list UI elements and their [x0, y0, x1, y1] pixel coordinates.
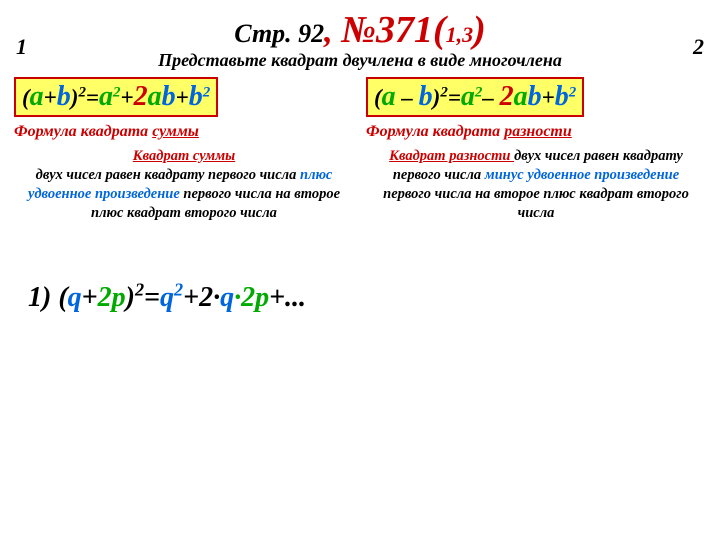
caption-sum-t1: Формула квадрата — [14, 123, 152, 140]
p-plus2: +2· — [183, 282, 220, 313]
var-a: a — [30, 81, 44, 112]
problem-1: 1) (q+2p)2=q2+2·q·2p+... — [0, 222, 720, 314]
desc-sum: Квадрат суммы двух чисел равен квадрату … — [14, 147, 354, 222]
caption-diff-t2: разности — [504, 123, 572, 140]
desc-diff: Квадрат разности двух чисел равен квадра… — [366, 147, 706, 222]
coef-2: 2 — [134, 81, 148, 112]
page-header: Стр. 92, №371(1,3) — [0, 0, 720, 52]
exp-a2: 2 — [113, 84, 120, 100]
formula-diff-box: (a – b)2=a2– 2ab+b2 — [366, 77, 584, 117]
header-number: №371( — [341, 9, 445, 51]
corner-number-left: 1 — [16, 34, 27, 60]
op-minus2: – — [482, 85, 499, 110]
op-eq-r: = — [448, 85, 461, 110]
var-qmid: q — [220, 282, 234, 313]
desc-diff-l2: первого числа на второе плюс квадрат вто… — [383, 186, 689, 221]
header-page: Стр. 92 — [234, 19, 324, 48]
coef-2-r: 2 — [500, 81, 514, 112]
formula-columns: (a+b)2=a2+2ab+b2 Формула квадрата суммы … — [0, 71, 720, 222]
problem-num: 1) — [28, 282, 58, 313]
op-plus2: + — [121, 85, 134, 110]
var-q: q — [68, 282, 82, 313]
p-sq: 2 — [135, 280, 144, 300]
desc-sum-l1: двух чисел равен квадрату первого числа — [36, 167, 300, 183]
ab-b-r: b — [528, 81, 542, 112]
caption-sum: Формула квадрата суммы — [14, 123, 354, 141]
var-a2: a — [99, 81, 113, 112]
formula-sum-box: (a+b)2=a2+2ab+b2 — [14, 77, 218, 117]
var-b: b — [57, 81, 71, 112]
caption-diff-t1: Формула квадрата — [366, 123, 504, 140]
left-column: (a+b)2=a2+2ab+b2 Формула квадрата суммы … — [14, 77, 354, 222]
exp-b2-r: 2 — [569, 84, 576, 100]
var-b2: b — [189, 81, 203, 112]
var-b2-r: b — [555, 81, 569, 112]
exp-2: 2 — [78, 84, 85, 100]
ab-a-r: a — [514, 81, 528, 112]
desc-diff-title: Квадрат разности — [389, 148, 514, 164]
paren-open: ( — [22, 85, 30, 110]
header-close: ) — [473, 9, 486, 51]
op-plus: + — [44, 85, 57, 110]
op-plus3-r: + — [542, 85, 555, 110]
right-column: (a – b)2=a2– 2ab+b2 Формула квадрата раз… — [366, 77, 706, 222]
var-b-r: b — [419, 81, 433, 112]
corner-number-right: 2 — [693, 34, 704, 60]
p-eq: = — [144, 282, 160, 313]
var-a-r: a — [382, 81, 396, 112]
caption-sum-t2: суммы — [152, 123, 199, 140]
caption-diff: Формула квадрата разности — [366, 123, 706, 141]
ab-a: a — [148, 81, 162, 112]
p-dot2p: ·2p — [234, 282, 269, 313]
var-2p: 2p — [98, 282, 126, 313]
op-eq: = — [86, 85, 99, 110]
var-q2: q — [160, 282, 174, 313]
desc-sum-title: Квадрат суммы — [133, 148, 235, 164]
op-minus: – — [396, 85, 419, 110]
exp-2-r: 2 — [440, 84, 447, 100]
desc-diff-blue: минус удвоенное произведение — [485, 167, 679, 183]
paren-open-r: ( — [374, 85, 382, 110]
p-close: ) — [126, 282, 135, 313]
p-tail: +... — [269, 282, 306, 313]
subtitle: Представьте квадрат двучлена в виде мног… — [0, 50, 720, 71]
var-a2-r: a — [461, 81, 475, 112]
header-sub: 1,3 — [446, 22, 474, 47]
op-plus3: + — [176, 85, 189, 110]
p-open: ( — [58, 282, 67, 313]
exp-b2: 2 — [203, 84, 210, 100]
ab-b: b — [162, 81, 176, 112]
p-sq2: 2 — [174, 280, 183, 300]
header-comma: , — [324, 13, 341, 50]
p-plus: + — [82, 282, 98, 313]
